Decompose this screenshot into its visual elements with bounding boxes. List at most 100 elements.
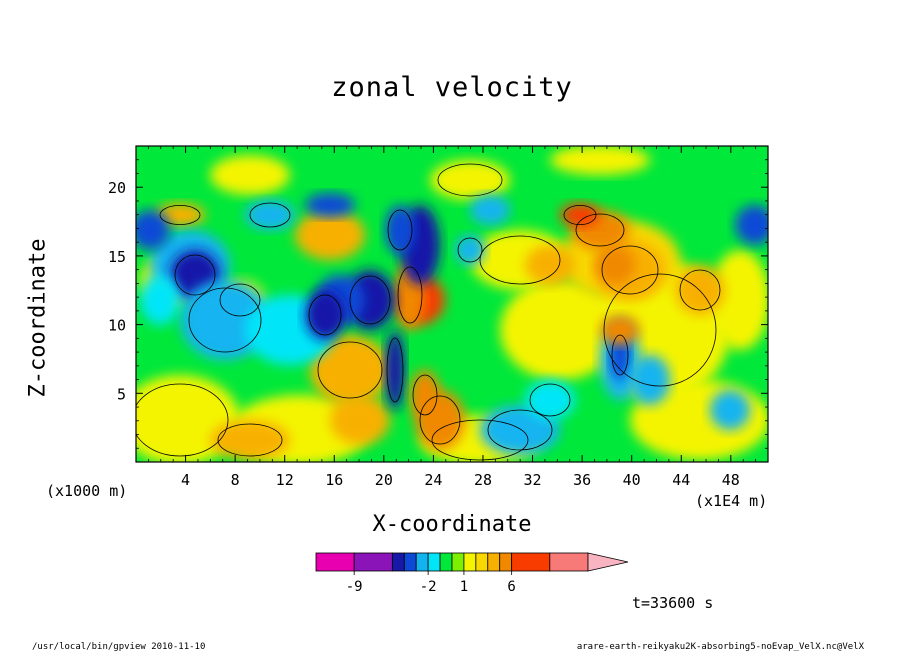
field-patch bbox=[525, 245, 575, 285]
contour-line bbox=[397, 266, 423, 324]
contour-line bbox=[611, 334, 629, 376]
field-patch bbox=[675, 265, 725, 315]
colorbar-segment bbox=[403, 552, 417, 572]
contour-line bbox=[219, 283, 261, 317]
contour-line bbox=[679, 269, 721, 311]
field-patch bbox=[295, 210, 365, 260]
colorbar-segment bbox=[439, 552, 453, 572]
colorbar-label: 6 bbox=[507, 579, 515, 595]
field-patch bbox=[210, 420, 290, 460]
x-tick-label: 40 bbox=[623, 471, 641, 489]
field-patch bbox=[136, 210, 170, 250]
field-patch bbox=[385, 330, 405, 410]
field-patch bbox=[305, 290, 345, 340]
colorbar-segment bbox=[353, 552, 393, 572]
x-unit-right: (x1E4 m) bbox=[695, 492, 768, 510]
field-patch bbox=[710, 390, 750, 430]
field-patch bbox=[470, 195, 510, 225]
colorbar-segment bbox=[391, 552, 405, 572]
field-patch bbox=[310, 335, 390, 405]
contour-line bbox=[217, 423, 283, 457]
contour-line bbox=[386, 337, 404, 403]
contour-line bbox=[317, 341, 383, 399]
x-tick-label: 12 bbox=[276, 471, 294, 489]
time-label: t=33600 s bbox=[632, 594, 714, 612]
velocity-field bbox=[136, 146, 768, 462]
field-patch bbox=[305, 193, 355, 217]
colorbar-label: -9 bbox=[346, 579, 363, 595]
x-tick-label: 28 bbox=[474, 471, 492, 489]
x-axis: 4 8 12 16 20 24 28 32 36 40 44 48 bbox=[147, 146, 757, 489]
x-axis-label: X-coordinate bbox=[372, 512, 532, 537]
field-patch bbox=[525, 380, 575, 420]
field-patch bbox=[455, 235, 485, 265]
field-patch bbox=[245, 200, 295, 230]
colorbar-segment bbox=[315, 552, 355, 572]
contour-line bbox=[349, 275, 391, 325]
footer-left: /usr/local/bin/gpview 2010-11-10 bbox=[32, 642, 206, 652]
colorbar-label: 1 bbox=[460, 579, 468, 595]
field-patch bbox=[550, 146, 650, 175]
x-tick-label: 4 bbox=[181, 471, 190, 489]
contour-line bbox=[529, 383, 571, 417]
contour-line bbox=[431, 419, 529, 461]
field-patch bbox=[430, 160, 510, 200]
contour-line bbox=[419, 395, 461, 445]
field-patch bbox=[500, 280, 620, 380]
contour-line bbox=[308, 294, 342, 336]
x-tick-label: 24 bbox=[424, 471, 442, 489]
plot-frame bbox=[135, 145, 769, 463]
footer-right: arare-earth-reikyaku2K-absorbing5-noEvap… bbox=[576, 642, 864, 652]
colorbar-segment bbox=[463, 552, 477, 572]
field-patch bbox=[410, 370, 440, 420]
y-tick-label: 20 bbox=[108, 179, 126, 197]
x-tick-label: 16 bbox=[325, 471, 343, 489]
colorbar-segment bbox=[487, 552, 501, 572]
y-axis-label: Z-coordinate bbox=[25, 238, 51, 398]
colorbar-arrow bbox=[587, 552, 629, 572]
field-patch bbox=[600, 315, 640, 345]
colorbar-segment bbox=[451, 552, 465, 572]
contour-line bbox=[601, 245, 659, 295]
y-axis: 5 10 15 20 bbox=[108, 159, 768, 449]
contour-line bbox=[603, 273, 717, 387]
y-tick-label: 15 bbox=[108, 248, 126, 266]
x-unit-left: (x1000 m) bbox=[46, 482, 128, 500]
contour-line bbox=[563, 204, 597, 225]
y-tick-label: 10 bbox=[108, 317, 126, 335]
chart-title: zonal velocity bbox=[331, 72, 573, 103]
contour-line bbox=[437, 163, 503, 197]
colorbar: -9 -2 1 6 bbox=[315, 552, 629, 595]
contour-line bbox=[479, 235, 561, 285]
contour-line bbox=[159, 204, 201, 225]
field-patch bbox=[330, 395, 390, 445]
contour-line bbox=[136, 383, 229, 457]
colorbar-segment bbox=[499, 552, 513, 572]
field-patch bbox=[140, 275, 180, 325]
contour-line bbox=[457, 237, 483, 263]
y-tick-label: 5 bbox=[117, 385, 126, 403]
field-patch bbox=[735, 205, 768, 245]
colorbar-segment bbox=[415, 552, 429, 572]
field-patch bbox=[710, 250, 768, 350]
x-tick-label: 44 bbox=[672, 471, 690, 489]
x-tick-label: 36 bbox=[573, 471, 591, 489]
x-tick-label: 32 bbox=[524, 471, 542, 489]
x-tick-label: 8 bbox=[231, 471, 240, 489]
contour-line bbox=[575, 213, 625, 247]
colorbar-segment bbox=[549, 552, 589, 572]
colorbar-segment bbox=[511, 552, 551, 572]
contour-line bbox=[174, 254, 216, 296]
field-patch bbox=[560, 203, 600, 227]
field-patch bbox=[385, 205, 415, 255]
contour-line bbox=[249, 202, 291, 228]
field-patch bbox=[210, 155, 290, 195]
contour-line bbox=[412, 374, 438, 416]
x-tick-label: 20 bbox=[375, 471, 393, 489]
contour-line bbox=[387, 209, 413, 251]
contour-line bbox=[188, 287, 262, 353]
colorbar-segment bbox=[475, 552, 489, 572]
colorbar-segment bbox=[427, 552, 441, 572]
colorbar-label: -2 bbox=[420, 579, 437, 595]
